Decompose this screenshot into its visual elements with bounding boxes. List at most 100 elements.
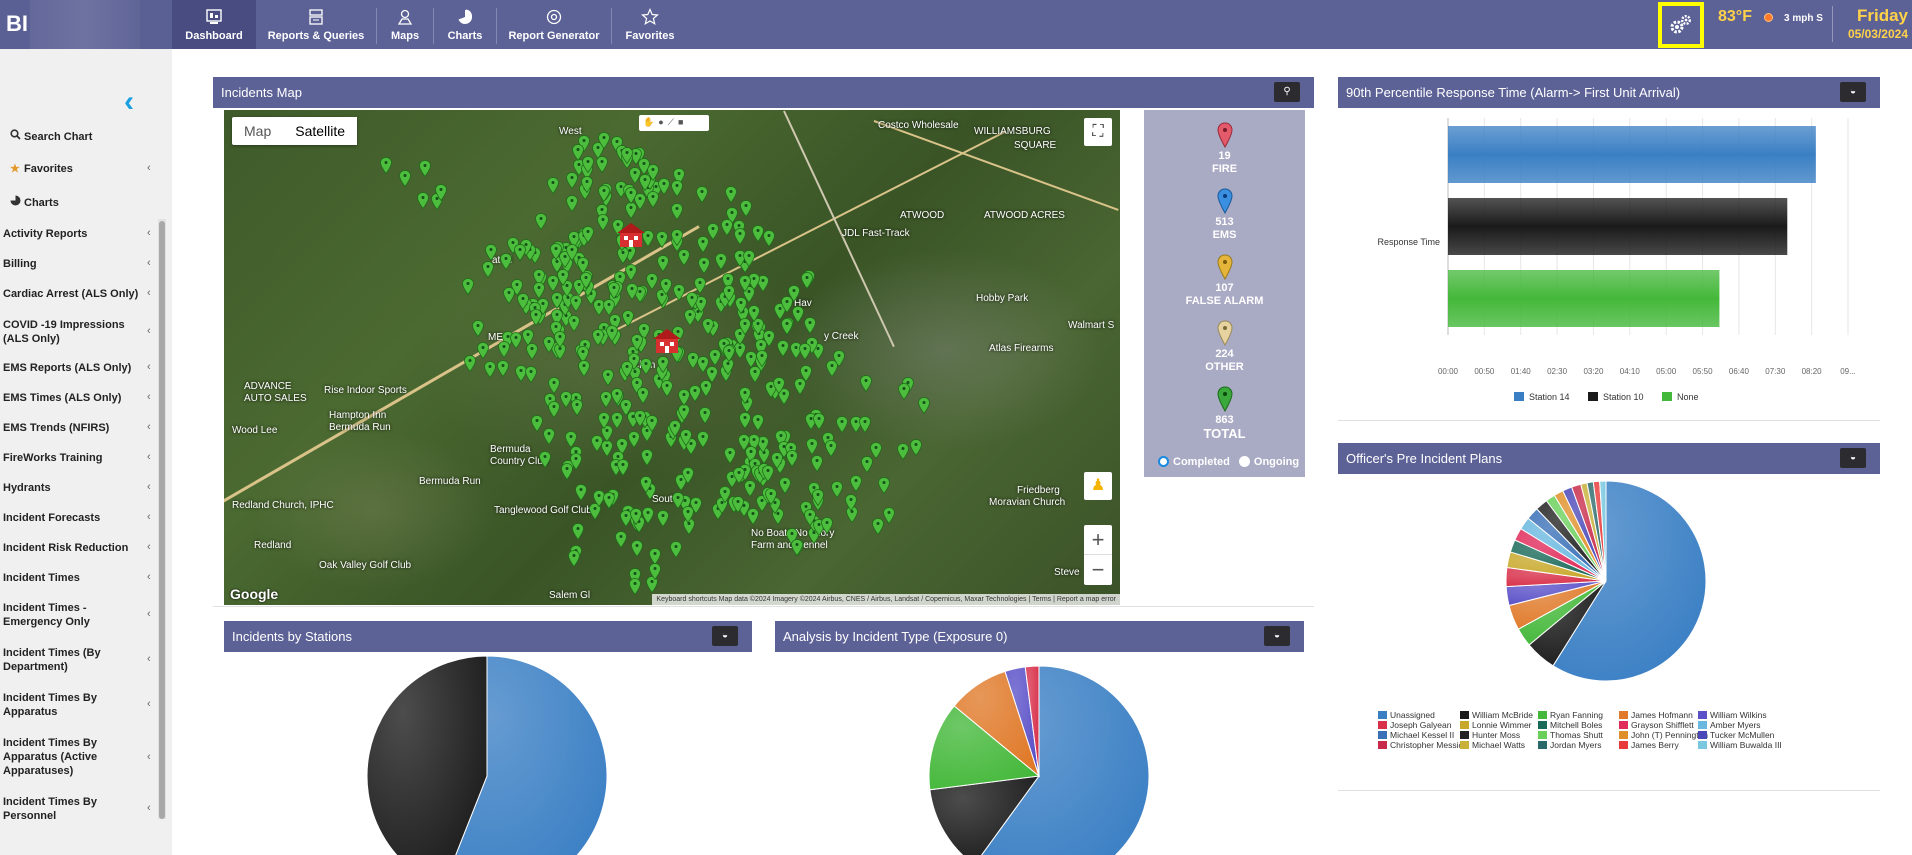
incident-pin-icon[interactable] [673, 284, 686, 302]
incident-pin-icon[interactable] [569, 295, 582, 313]
incident-pin-icon[interactable] [657, 177, 670, 195]
hand-icon[interactable]: ✋ [643, 117, 659, 127]
incident-pin-icon[interactable] [547, 400, 560, 418]
incident-pin-icon[interactable] [793, 377, 806, 395]
incident-pin-icon[interactable] [574, 483, 587, 501]
incident-pin-icon[interactable] [513, 243, 526, 261]
chevron-left-icon[interactable]: ‹ [147, 162, 151, 174]
incident-pin-icon[interactable] [737, 434, 750, 452]
map-type-map-button[interactable]: Map [244, 123, 272, 139]
incident-pin-icon[interactable] [616, 247, 629, 265]
incident-pin-icon[interactable] [602, 298, 615, 316]
legend-fire[interactable]: 19 FIRE [1144, 122, 1305, 176]
incident-pin-icon[interactable] [746, 508, 759, 526]
incident-pin-icon[interactable] [603, 492, 615, 510]
incident-pin-icon[interactable] [897, 443, 910, 461]
incident-pin-icon[interactable] [484, 361, 497, 379]
incident-pin-icon[interactable] [678, 249, 690, 267]
map-draw-tools[interactable]: ✋●⟋■ [639, 115, 709, 131]
chevron-left-icon[interactable]: ‹ [147, 481, 151, 493]
incident-pin-icon[interactable] [645, 415, 658, 432]
incident-pin-icon[interactable] [535, 213, 548, 231]
incident-pin-icon[interactable] [657, 255, 670, 272]
incident-pin-icon[interactable] [630, 508, 642, 526]
incident-pin-icon[interactable] [578, 135, 591, 153]
incident-pin-icon[interactable] [577, 256, 590, 274]
sidebar-item-billing[interactable]: Billing [3, 258, 37, 270]
incident-pin-icon[interactable] [481, 261, 494, 278]
nav-charts[interactable]: Charts [434, 0, 496, 49]
incident-pin-icon[interactable] [705, 365, 718, 383]
incident-pin-icon[interactable] [529, 309, 542, 327]
incident-pin-icon[interactable] [733, 228, 746, 246]
incident-pin-icon[interactable] [546, 177, 559, 195]
incident-pin-icon[interactable] [685, 291, 698, 309]
fullscreen-button[interactable]: ⛶ [1084, 118, 1112, 146]
legend-label[interactable]: Amber Myers [1710, 720, 1761, 730]
incident-pin-icon[interactable] [696, 431, 709, 449]
legend-other[interactable]: 224 OTHER [1144, 320, 1305, 374]
incident-pin-icon[interactable] [765, 487, 778, 505]
sidebar-item-ems-times[interactable]: EMS Times (ALS Only) [3, 392, 122, 404]
incident-pin-icon[interactable] [749, 366, 762, 384]
incident-pin-icon[interactable] [698, 256, 711, 274]
chevron-left-icon[interactable]: ‹ [147, 571, 151, 583]
incident-pin-icon[interactable] [785, 450, 798, 468]
chart-settings-button[interactable]: ◒ [712, 626, 738, 646]
incident-pin-icon[interactable] [471, 320, 484, 338]
nav-dashboard[interactable]: Dashboard [172, 0, 256, 49]
bar-none[interactable] [1448, 270, 1720, 327]
incident-pin-icon[interactable] [762, 464, 775, 482]
incident-pin-icon[interactable] [506, 237, 519, 255]
legend-total[interactable]: 863 TOTAL [1144, 386, 1305, 440]
sidebar-item-ems-reports[interactable]: EMS Reports (ALS Only) [3, 362, 132, 374]
incident-pin-icon[interactable] [739, 411, 751, 429]
incident-pin-icon[interactable] [688, 385, 701, 403]
legend-label[interactable]: Hunter Moss [1472, 730, 1520, 740]
sidebar-charts[interactable]: Charts [10, 195, 59, 209]
incident-pin-icon[interactable] [697, 356, 710, 374]
types-slice[interactable] [1024, 665, 1040, 777]
incident-pin-icon[interactable] [596, 156, 608, 174]
legend-label[interactable]: Grayson Shifflett [1631, 720, 1694, 730]
incident-pin-icon[interactable] [621, 146, 634, 164]
incident-pin-icon[interactable] [752, 318, 764, 336]
incident-pin-icon[interactable] [724, 185, 737, 203]
incident-pin-icon[interactable] [538, 450, 551, 468]
legend-label[interactable]: Mitchell Boles [1550, 720, 1602, 730]
incident-pin-icon[interactable] [648, 563, 661, 581]
incident-pin-icon[interactable] [419, 159, 431, 177]
incident-pin-icon[interactable] [805, 337, 818, 355]
sidebar-item-incident-times-by-personnel[interactable]: Incident Times By Personnel [3, 796, 97, 822]
sidebar-item-incident-times-by-apparatus[interactable]: Incident Times By Apparatus [3, 692, 97, 718]
legend-label[interactable]: William Buwalda III [1710, 740, 1782, 750]
chart-settings-button[interactable]: ◒ [1840, 82, 1866, 102]
map-type-toggle[interactable]: Map Satellite [232, 117, 358, 145]
incident-pin-icon[interactable] [678, 404, 691, 422]
incident-pin-icon[interactable] [636, 386, 649, 404]
incident-pin-icon[interactable] [836, 416, 849, 434]
completed-label[interactable]: Completed [1173, 456, 1230, 468]
sidebar-item-incident-forecasts[interactable]: Incident Forecasts [3, 512, 101, 524]
legend-label[interactable]: William McBride [1472, 710, 1533, 720]
incident-pin-icon[interactable] [773, 377, 786, 395]
preplan-slice[interactable] [1599, 480, 1607, 582]
incident-pin-icon[interactable] [718, 486, 731, 503]
types-slice[interactable] [974, 665, 1150, 855]
incident-pin-icon[interactable] [670, 229, 683, 247]
incident-pin-icon[interactable] [850, 415, 862, 433]
incident-pin-icon[interactable] [739, 317, 751, 335]
incident-pin-icon[interactable] [597, 213, 610, 231]
incident-pin-icon[interactable] [620, 398, 633, 416]
incident-pin-icon[interactable] [792, 306, 805, 324]
incident-pin-icon[interactable] [699, 379, 712, 397]
incident-pin-icon[interactable] [543, 336, 556, 354]
incident-pin-icon[interactable] [566, 244, 578, 262]
incident-pin-icon[interactable] [434, 184, 447, 202]
incident-pin-icon[interactable] [733, 341, 746, 359]
incident-pin-icon[interactable] [503, 287, 516, 305]
incident-pin-icon[interactable] [638, 173, 651, 191]
incident-pin-icon[interactable] [882, 507, 895, 525]
sidebar-item-ems-trends[interactable]: EMS Trends (NFIRS) [3, 422, 110, 434]
nav-reports-queries[interactable]: Reports & Queries [256, 0, 376, 49]
